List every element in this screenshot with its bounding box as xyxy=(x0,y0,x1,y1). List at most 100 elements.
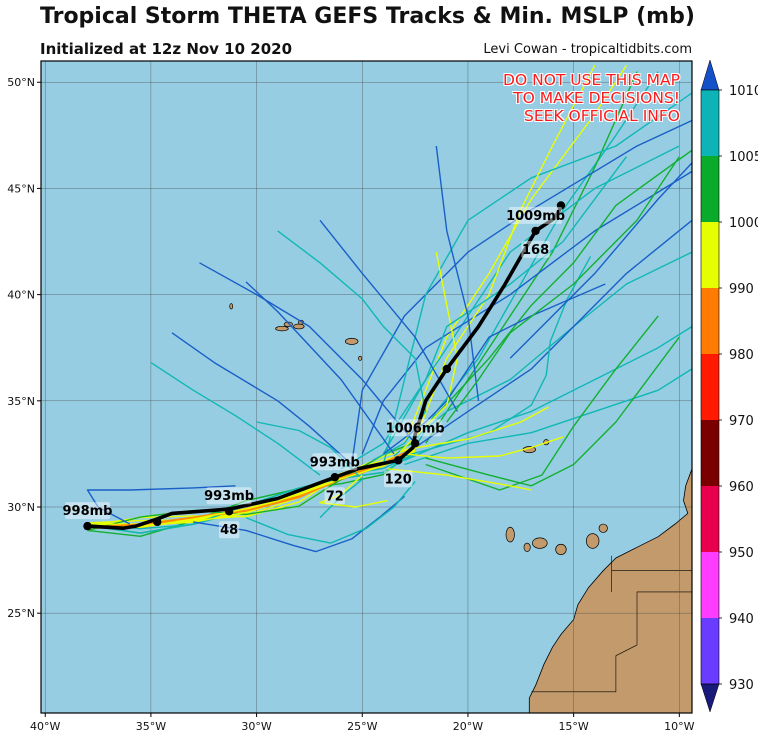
country-border xyxy=(531,591,692,693)
member-track xyxy=(408,219,692,453)
island xyxy=(505,526,515,543)
member-track xyxy=(351,119,692,465)
member-track xyxy=(319,474,388,508)
colorbar-bottom-arrow xyxy=(700,683,720,713)
member-track xyxy=(435,145,480,401)
member-track xyxy=(319,219,459,412)
mean-track-dot xyxy=(330,473,339,482)
lon-tick-label: 20°W xyxy=(453,720,483,733)
lon-tick-label: 25°W xyxy=(347,720,377,733)
colorbar-bin xyxy=(701,552,719,618)
mean-track-dot xyxy=(531,226,540,236)
colorbar-label: 950 xyxy=(729,546,754,561)
colorbar-bin xyxy=(701,486,719,552)
member-track xyxy=(277,230,427,461)
colorbar-label: 930 xyxy=(729,678,754,693)
mean-track-dot xyxy=(224,507,234,516)
lat-tick-label: 35°N xyxy=(7,395,35,408)
lat-tick-label: 40°N xyxy=(7,289,35,302)
lon-tick-label: 35°W xyxy=(136,720,166,733)
mean-track-dot xyxy=(410,439,420,448)
pressure-colorbar: 1010 1005 1000 990 980 970 960 950 940 930 xyxy=(700,59,758,713)
member-track xyxy=(404,436,564,459)
island xyxy=(345,337,359,345)
colorbar-top-arrow xyxy=(700,59,720,91)
pressure-label: 1006mb xyxy=(386,421,445,436)
lat-tick-label: 25°N xyxy=(7,607,35,620)
member-track xyxy=(429,149,692,423)
lon-tick-label: 15°W xyxy=(558,720,588,733)
track-labels: 998mb 993mb 993mb 1006mb 1009mb 48 72 120 168 xyxy=(63,206,565,539)
lon-tick-label: 30°W xyxy=(241,720,271,733)
land-layer xyxy=(229,284,692,713)
ensemble-member-tracks xyxy=(86,64,692,553)
member-track xyxy=(245,481,416,544)
colorbar-label: 1000 xyxy=(729,216,758,231)
map-title: Tropical Storm THETA GEFS Tracks & Min. … xyxy=(40,4,695,29)
member-track xyxy=(256,421,363,519)
colorbar-bin xyxy=(701,90,719,156)
colorbar-label: 980 xyxy=(729,348,754,363)
member-track xyxy=(404,325,692,461)
island xyxy=(293,323,305,330)
forecast-hour-label: 120 xyxy=(385,472,412,487)
member-track xyxy=(199,262,416,444)
colorbar-bin xyxy=(701,288,719,354)
pressure-label: 1009mb xyxy=(506,209,565,224)
island xyxy=(532,537,548,549)
member-track xyxy=(403,64,628,444)
member-track xyxy=(393,251,692,457)
member-track xyxy=(150,362,321,476)
member-track xyxy=(171,332,353,466)
map-frame xyxy=(40,60,693,714)
mean-track-dot xyxy=(83,521,92,531)
member-track xyxy=(245,281,395,455)
disclaimer-warning: DO NOT USE THIS MAP TO MAKE DECISIONS! S… xyxy=(503,71,680,125)
member-track xyxy=(509,162,692,359)
forecast-hour-label: 72 xyxy=(326,489,344,504)
colorbar-bin xyxy=(701,156,719,222)
pressure-label: 998mb xyxy=(63,504,113,519)
colorbar-bin xyxy=(701,618,719,684)
member-track xyxy=(340,156,628,470)
colorbar-label: 990 xyxy=(729,282,754,297)
mean-track-dot xyxy=(442,364,452,374)
lat-tick-label: 50°N xyxy=(7,76,35,89)
mean-track-dot xyxy=(394,456,403,465)
member-track xyxy=(416,64,596,436)
island xyxy=(275,325,289,332)
pressure-label: 993mb xyxy=(204,489,254,504)
lat-tick-label: 45°N xyxy=(7,182,35,195)
member-track xyxy=(87,448,416,537)
island xyxy=(585,533,600,549)
member-track xyxy=(446,156,680,423)
forecast-hour-label: 48 xyxy=(220,523,238,538)
island xyxy=(358,355,363,361)
pressure-label: 993mb xyxy=(310,455,360,470)
mean-track-dot xyxy=(556,201,566,210)
member-track xyxy=(86,485,236,525)
warning-line-1: DO NOT USE THIS MAP xyxy=(503,71,680,89)
island xyxy=(523,542,531,552)
colorbar-bin xyxy=(701,354,719,420)
member-track xyxy=(87,452,416,534)
colorbar-label: 1005 xyxy=(729,150,758,165)
ensemble-mean-track xyxy=(83,201,566,531)
colorbar-label: 1010 xyxy=(729,84,758,99)
member-track xyxy=(425,315,659,491)
colorbar-bin xyxy=(701,420,719,486)
lon-tick-label: 10°W xyxy=(664,720,694,733)
island xyxy=(555,543,567,556)
forecast-hour-label: 168 xyxy=(522,243,549,258)
island xyxy=(229,303,234,310)
credit-text: Levi Cowan - tropicaltidbits.com xyxy=(483,42,692,57)
member-track xyxy=(425,336,680,487)
colorbar-bin xyxy=(701,222,719,288)
member-track xyxy=(404,406,549,451)
member-track xyxy=(399,251,459,453)
lon-tick-label: 40°W xyxy=(30,720,60,733)
member-track xyxy=(382,92,692,465)
warning-line-2: TO MAKE DECISIONS! xyxy=(513,89,680,107)
colorbar-label: 940 xyxy=(729,612,754,627)
